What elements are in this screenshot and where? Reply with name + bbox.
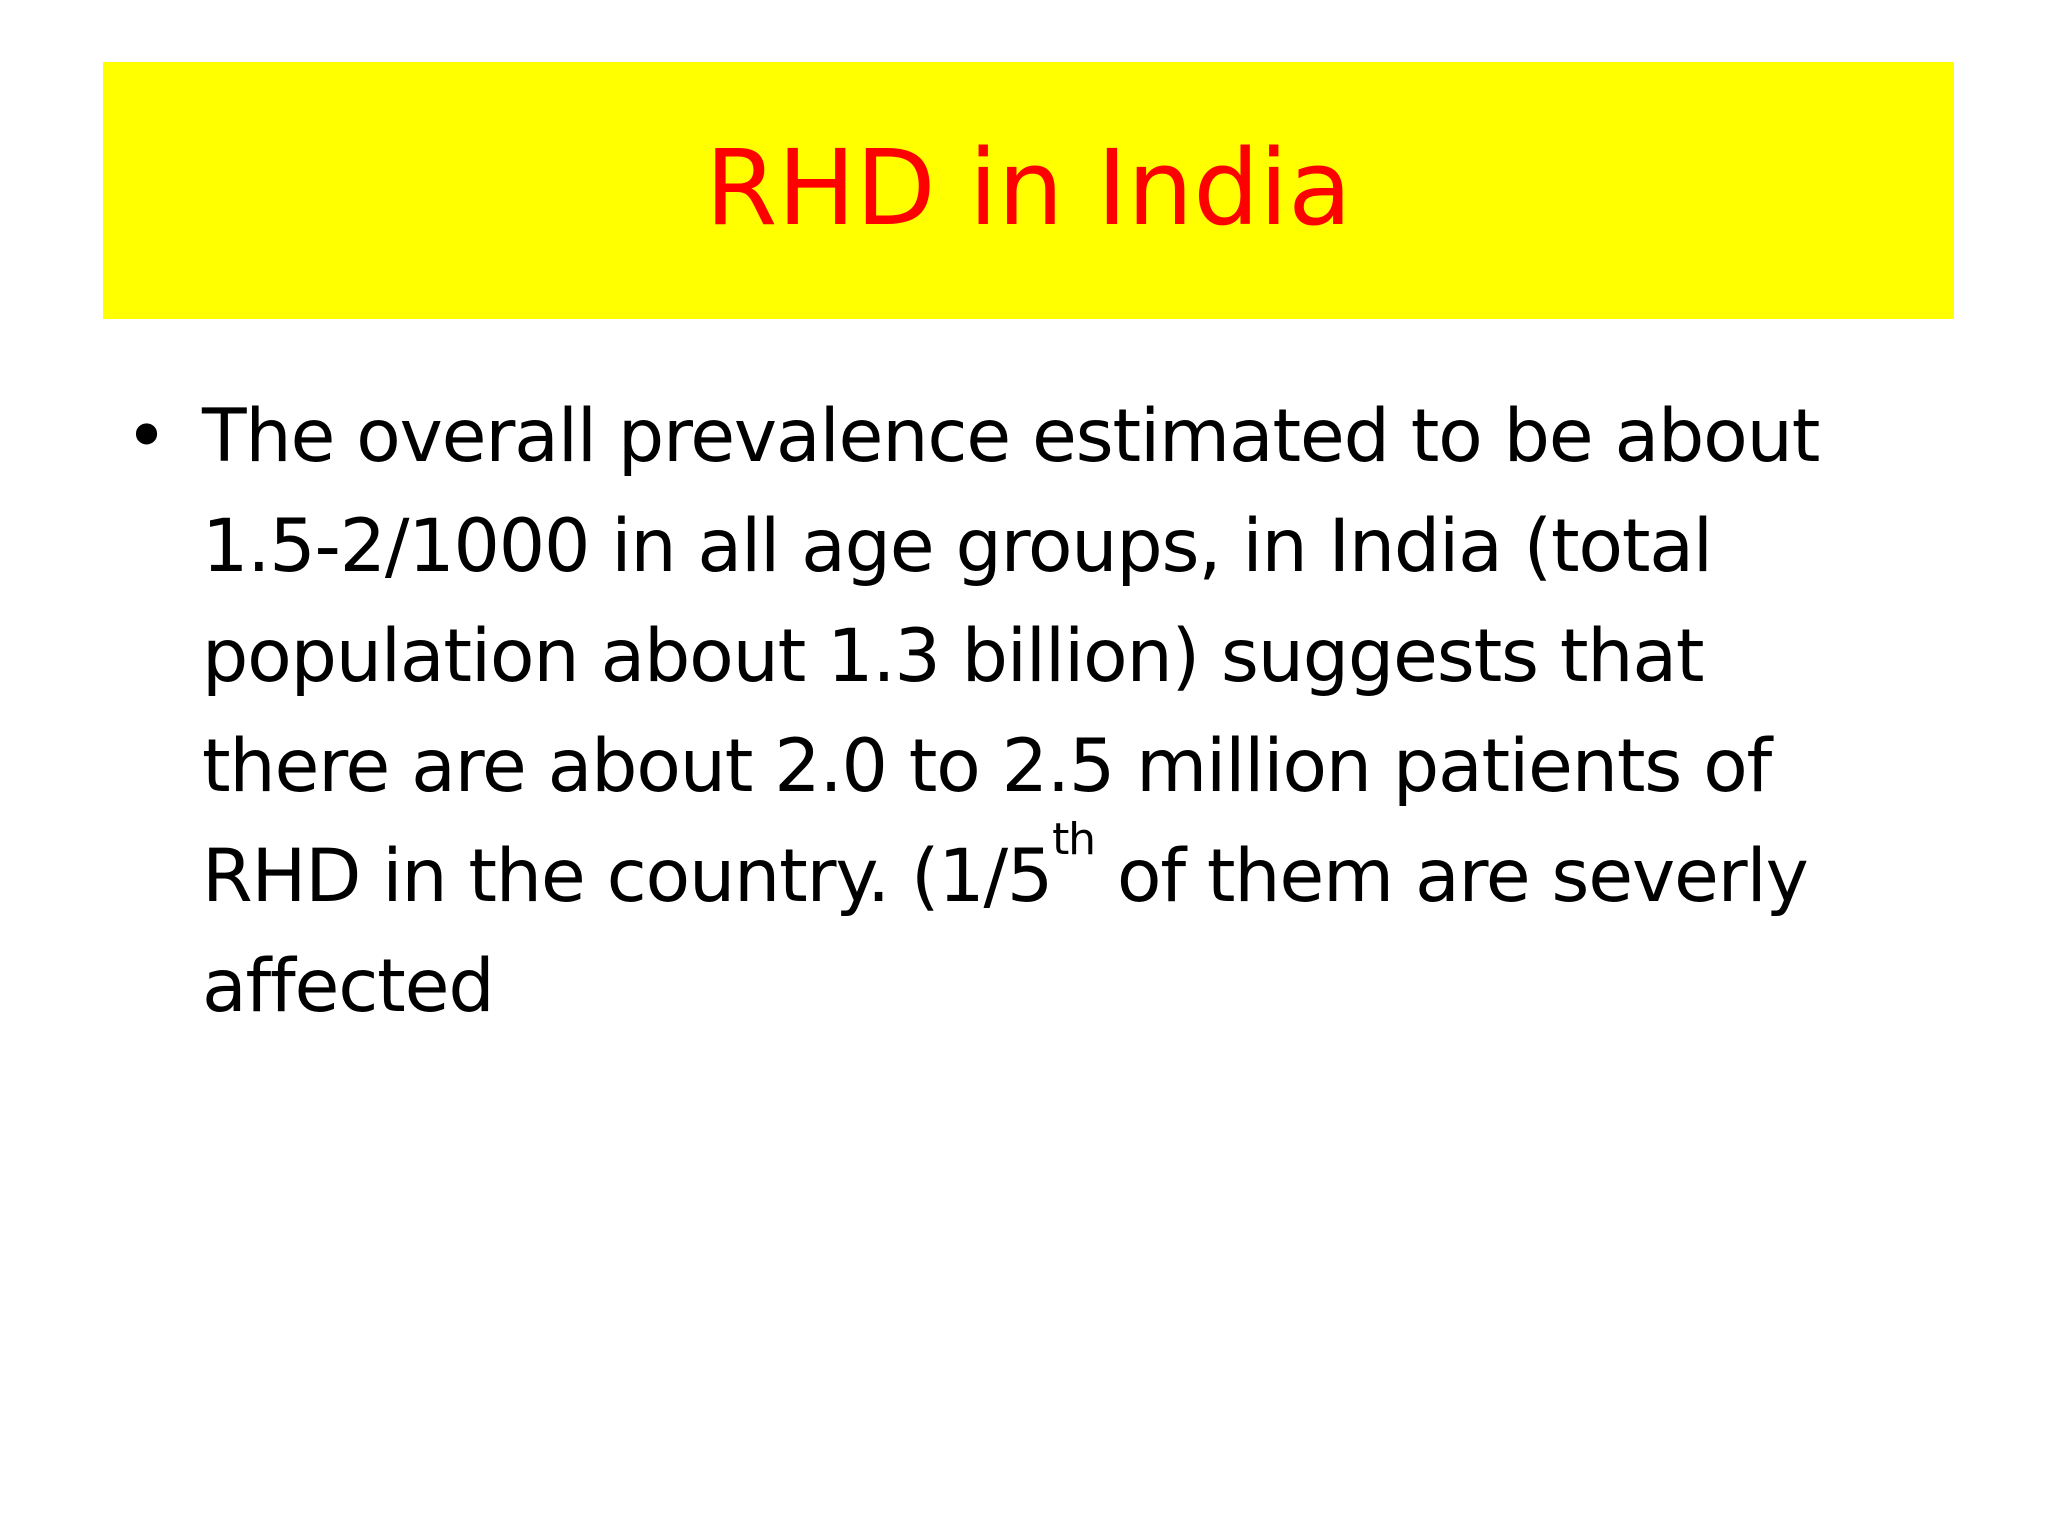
bullet-line: The overall prevalence estimated to be a…	[202, 394, 1820, 479]
slide-body: • The overall prevalence estimated to be…	[120, 382, 1920, 1042]
slide-title: RHD in India	[705, 126, 1352, 249]
bullet-item: • The overall prevalence estimated to be…	[120, 382, 1920, 1042]
title-bar: RHD in India	[103, 62, 1954, 319]
bullet-line: affected	[202, 944, 495, 1029]
superscript: th	[1052, 814, 1096, 865]
bullet-dot-icon: •	[125, 394, 168, 479]
bullet-line: 1.5-2/1000 in all age groups, in India (…	[202, 504, 1713, 589]
bullet-text: RHD in the country. (1/5	[202, 834, 1053, 919]
bullet-line: RHD in the country. (1/5th of them are s…	[202, 818, 1920, 932]
bullet-line: there are about 2.0 to 2.5 million patie…	[202, 724, 1772, 809]
bullet-text: of them are severly	[1094, 834, 1809, 919]
bullet-line: population about 1.3 billion) suggests t…	[202, 614, 1704, 699]
